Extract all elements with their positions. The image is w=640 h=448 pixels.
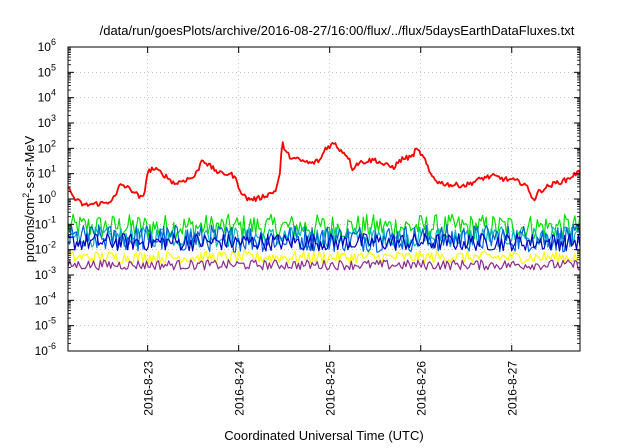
- y-tick-exponent: -4: [48, 290, 56, 300]
- y-tick-base: 10: [38, 192, 52, 206]
- x-tick-label: 2016-8-25: [324, 361, 338, 416]
- y-axis-label-sup: 2: [21, 193, 31, 198]
- y-tick-label: 10-3: [35, 265, 56, 282]
- y-tick-label: 10-1: [35, 214, 56, 231]
- series-line-4: [67, 250, 581, 265]
- y-tick-base: 10: [35, 243, 49, 257]
- grid: [68, 47, 580, 351]
- y-tick-base: 10: [38, 167, 52, 181]
- y-tick-base: 10: [38, 116, 52, 130]
- y-tick-exponent: -2: [48, 240, 56, 250]
- y-tick-exponent: 6: [51, 37, 56, 47]
- y-tick-label: 100: [38, 189, 56, 206]
- y-tick-label: 10-5: [35, 316, 56, 333]
- y-tick-base: 10: [35, 268, 49, 282]
- y-tick-label: 10-4: [35, 290, 56, 307]
- y-tick-label: 10-2: [35, 240, 56, 257]
- chart-title: /data/run/goesPlots/archive/2016-08-27/1…: [100, 23, 575, 38]
- x-tick-label: 2016-8-26: [415, 361, 429, 416]
- x-axis-label: Coordinated Universal Time (UTC): [224, 428, 423, 443]
- series-line-2: [67, 223, 581, 253]
- x-tick-label: 2016-8-23: [142, 361, 156, 416]
- y-tick-base: 10: [38, 141, 52, 155]
- plot-frame: [67, 46, 581, 352]
- series-line-3: [67, 233, 581, 252]
- x-tick-labels: 2016-8-23 2016-8-24 2016-8-25 2016-8-26 2016…: [142, 361, 520, 416]
- y-tick-exponent: 5: [51, 62, 56, 72]
- y-tick-exponent: -3: [48, 265, 56, 275]
- series-line-5: [67, 259, 581, 271]
- y-tick-exponent: 4: [51, 88, 56, 98]
- x-tick-label: 2016-8-24: [233, 361, 247, 416]
- y-tick-base: 10: [38, 65, 52, 79]
- y-tick-label: 104: [38, 88, 56, 105]
- y-tick-base: 10: [35, 319, 49, 333]
- y-tick-base: 10: [35, 293, 49, 307]
- y-tick-label: 105: [38, 62, 56, 79]
- y-tick-exponent: -6: [48, 341, 56, 351]
- y-axis-label-suffix: -s-sr-MeV: [22, 135, 37, 192]
- series-line-1: [67, 226, 581, 248]
- series-line-6: [67, 141, 581, 207]
- y-tick-label: 102: [38, 138, 56, 155]
- y-tick-labels: 10610510410310210110010-110-210-310-410-…: [35, 37, 56, 358]
- y-tick-label: 103: [38, 113, 56, 130]
- y-tick-exponent: -1: [48, 214, 56, 224]
- y-tick-exponent: 1: [51, 164, 56, 174]
- y-tick-base: 10: [35, 344, 49, 358]
- x-tick-label: 2016-8-27: [506, 361, 520, 416]
- y-tick-exponent: 3: [51, 113, 56, 123]
- y-tick-exponent: -5: [48, 316, 56, 326]
- y-tick-exponent: 0: [51, 189, 56, 199]
- series-group: [67, 141, 581, 271]
- series-line-0: [67, 213, 581, 240]
- y-tick-base: 10: [38, 40, 52, 54]
- y-axis-label-prefix: protons/cm: [22, 198, 37, 262]
- y-tick-exponent: 2: [51, 138, 56, 148]
- y-tick-label: 101: [38, 164, 56, 181]
- y-tick-base: 10: [35, 217, 49, 231]
- y-tick-label: 106: [38, 37, 56, 54]
- y-tick-label: 10-6: [35, 341, 56, 358]
- y-tick-base: 10: [38, 91, 52, 105]
- y-axis-label: protons/cm2-s-sr-MeV: [21, 135, 37, 262]
